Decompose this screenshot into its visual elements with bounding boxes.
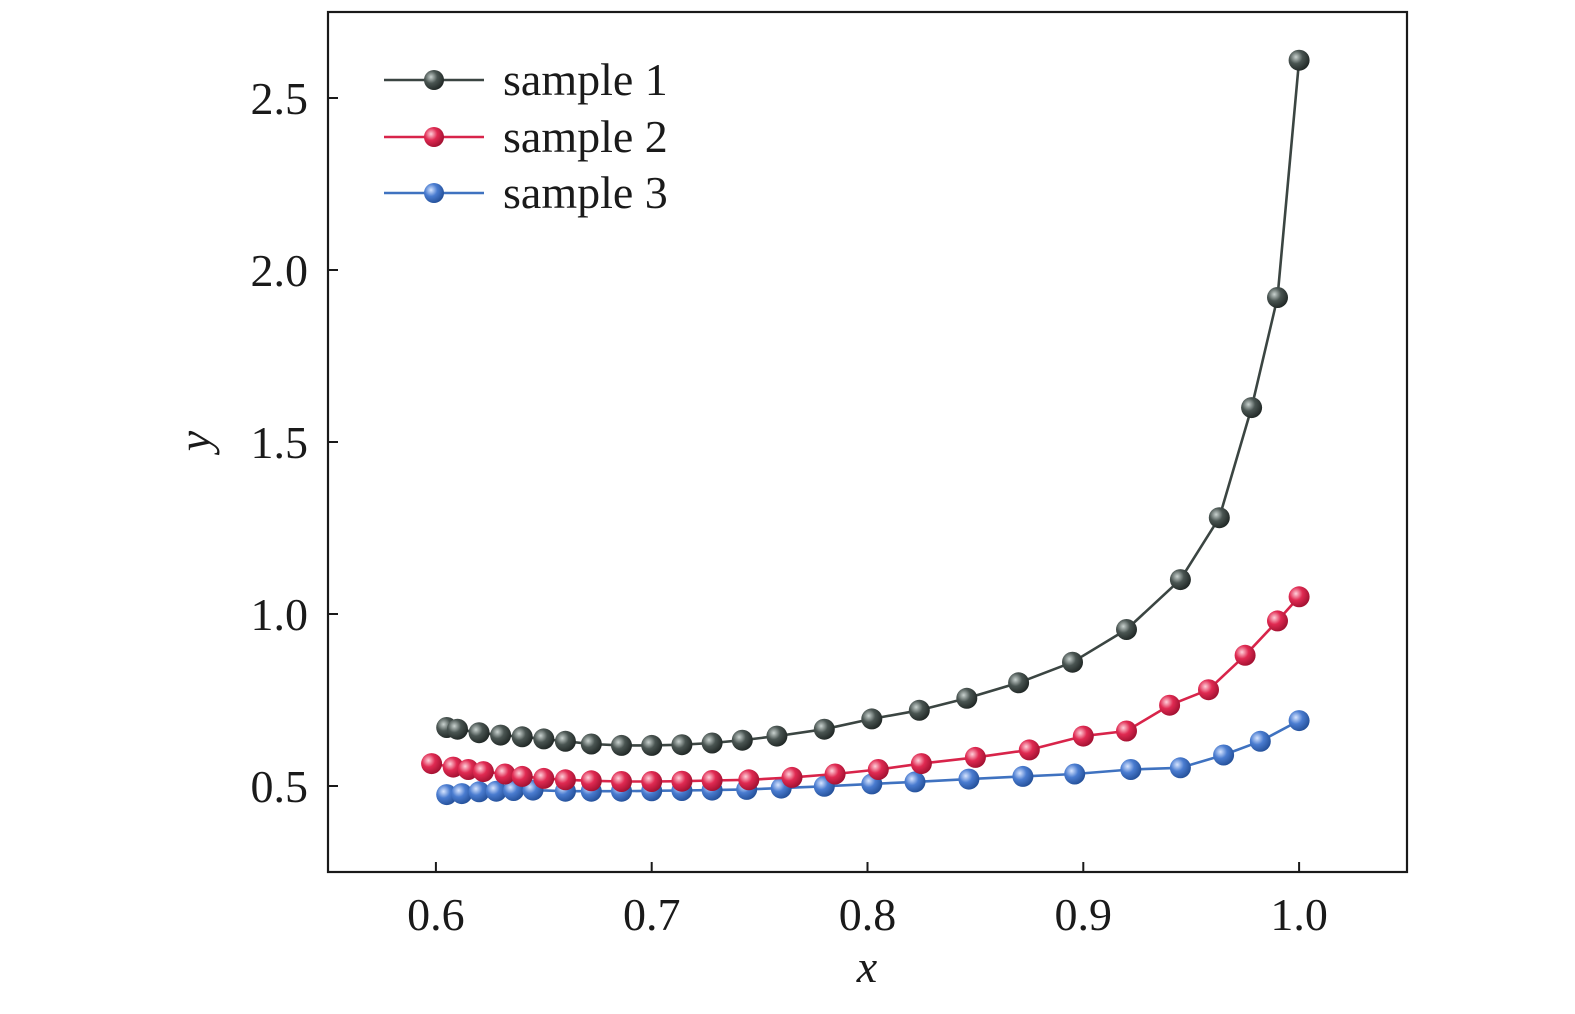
data-point-sample-1 <box>813 718 835 740</box>
plot-frame <box>326 10 1409 874</box>
legend-item-sample-2: sample 2 <box>384 111 668 162</box>
y-tick-label: 2.5 <box>251 73 309 124</box>
data-point-sample-1 <box>908 699 930 721</box>
y-axis-label: y <box>169 430 220 455</box>
data-point-sample-2 <box>611 771 632 792</box>
x-tick-label: 0.7 <box>623 889 681 940</box>
x-tick-label: 0.6 <box>407 889 465 940</box>
x-axis-ticks: 0.6 0.7 0.8 0.9 1.0 <box>407 862 1328 940</box>
data-point-sample-3 <box>1249 730 1271 752</box>
data-point-sample-3 <box>451 783 473 805</box>
data-point-sample-2 <box>738 769 760 791</box>
legend-swatch-marker-sample-3 <box>424 183 444 203</box>
data-point-sample-1 <box>511 726 533 748</box>
data-point-sample-1 <box>533 728 555 750</box>
data-point-sample-2 <box>701 770 723 791</box>
data-point-sample-2 <box>421 753 443 775</box>
data-point-sample-2 <box>1159 694 1181 716</box>
data-point-sample-1 <box>671 734 693 756</box>
data-point-sample-1 <box>1267 287 1288 308</box>
data-point-sample-3 <box>468 781 490 803</box>
data-point-sample-2 <box>964 746 986 768</box>
series-sample-2 <box>421 586 1310 792</box>
data-point-sample-3 <box>1064 763 1086 785</box>
legend-swatch-marker-sample-2 <box>424 127 444 147</box>
data-point-sample-1 <box>1116 619 1137 640</box>
y-tick-label: 0.5 <box>251 761 309 812</box>
data-point-sample-3 <box>1288 710 1310 732</box>
x-axis-label: x <box>856 941 878 992</box>
data-point-sample-2 <box>1072 725 1094 747</box>
data-point-sample-2 <box>554 769 576 791</box>
data-point-sample-2 <box>641 771 663 792</box>
data-point-sample-1 <box>641 734 663 756</box>
data-point-sample-1 <box>701 732 723 754</box>
y-tick-label: 1.0 <box>251 589 309 640</box>
legend-label-sample-1: sample 1 <box>503 54 668 105</box>
data-point-sample-3 <box>1012 765 1034 787</box>
data-point-sample-3 <box>958 768 980 790</box>
data-point-sample-1 <box>1288 49 1310 71</box>
data-point-sample-1 <box>1062 651 1083 673</box>
legend-item-sample-3: sample 3 <box>384 167 668 218</box>
x-tick-label: 1.0 <box>1270 889 1328 940</box>
data-point-sample-1 <box>956 687 978 709</box>
data-point-sample-2 <box>1198 679 1219 701</box>
data-point-sample-2 <box>867 759 889 780</box>
data-point-sample-2 <box>472 761 494 783</box>
data-point-sample-2 <box>533 767 555 789</box>
x-tick-label: 0.9 <box>1055 889 1113 940</box>
data-point-sample-2 <box>1018 739 1040 761</box>
data-point-sample-3 <box>1120 759 1142 780</box>
data-point-sample-2 <box>1234 644 1256 666</box>
data-point-sample-3 <box>485 780 507 802</box>
x-tick-label: 0.8 <box>839 889 897 940</box>
y-tick-label: 2.0 <box>251 245 309 296</box>
data-point-sample-3 <box>904 771 926 793</box>
data-point-sample-1 <box>1008 672 1030 694</box>
data-point-sample-1 <box>1208 507 1230 529</box>
data-point-sample-1 <box>490 724 512 746</box>
series-layer <box>421 49 1310 806</box>
data-point-sample-2 <box>824 763 846 785</box>
legend-label-sample-2: sample 2 <box>503 111 668 162</box>
data-point-sample-1 <box>554 730 576 752</box>
legend-swatch-marker-sample-1 <box>424 70 444 90</box>
data-point-sample-2 <box>1116 720 1137 742</box>
data-point-sample-2 <box>1288 586 1310 608</box>
data-point-sample-3 <box>1213 744 1235 766</box>
data-point-sample-1 <box>766 725 788 747</box>
data-point-sample-1 <box>447 718 468 740</box>
data-point-sample-1 <box>580 733 602 755</box>
y-tick-label: 1.5 <box>251 417 309 468</box>
series-line-sample-2 <box>431 595 1301 783</box>
legend: sample 1 sample 2 sample 3 <box>384 54 668 218</box>
series-line-sample-1 <box>446 60 1301 747</box>
data-point-sample-3 <box>436 784 458 806</box>
data-point-sample-1 <box>611 734 632 756</box>
data-point-sample-2 <box>580 770 602 792</box>
data-point-sample-2 <box>910 753 932 775</box>
data-point-sample-2 <box>494 763 516 785</box>
data-point-sample-2 <box>671 770 693 792</box>
data-point-sample-1 <box>1169 569 1191 591</box>
data-point-sample-1 <box>1241 397 1263 419</box>
data-point-sample-2 <box>511 765 533 787</box>
data-point-sample-1 <box>861 708 883 730</box>
data-point-sample-1 <box>731 729 753 751</box>
data-point-sample-2 <box>781 766 803 788</box>
legend-item-sample-1: sample 1 <box>384 54 668 105</box>
legend-label-sample-3: sample 3 <box>503 167 668 218</box>
data-point-sample-3 <box>1169 757 1191 779</box>
data-point-sample-2 <box>1267 610 1288 632</box>
y-axis-ticks: 0.5 1.0 1.5 2.0 2.5 <box>251 73 338 812</box>
series-sample-1 <box>436 49 1310 756</box>
data-point-sample-1 <box>468 722 490 744</box>
